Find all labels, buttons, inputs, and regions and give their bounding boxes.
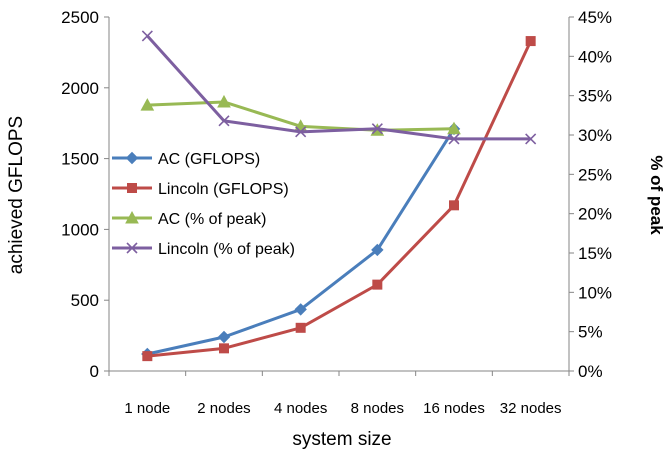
y2-tick-label: 45%	[578, 8, 612, 27]
data-point-x	[218, 115, 230, 127]
y2-tick-label: 30%	[578, 126, 612, 145]
x-axis-title: system size	[292, 429, 391, 450]
data-point-x	[141, 30, 153, 42]
data-point-x-stroke	[218, 115, 230, 127]
data-point-diamond	[294, 303, 307, 316]
x-tick-label: 8 nodes	[351, 400, 404, 417]
data-point-x-stroke	[371, 123, 383, 135]
y-tick-label: 0	[90, 362, 99, 381]
data-point-triangle	[140, 98, 155, 111]
x-tick-label: 32 nodes	[500, 400, 562, 417]
data-point-x	[448, 133, 460, 145]
y-tick-label: 500	[71, 291, 99, 310]
series-3	[141, 30, 537, 145]
data-point-diamond	[125, 151, 139, 165]
legend-item: AC (GFLOPS)	[112, 151, 260, 168]
y2-tick-label: 0%	[578, 362, 603, 381]
data-point-x-stroke	[141, 30, 153, 42]
data-point-x	[525, 133, 537, 145]
y2-tick-label: 5%	[578, 323, 603, 342]
data-point-triangle	[217, 94, 231, 108]
data-point-square	[449, 200, 459, 211]
series-layer	[140, 30, 537, 362]
data-point-square	[295, 322, 306, 333]
legend-item: Lincoln (GFLOPS)	[112, 181, 289, 198]
legend: AC (GFLOPS) Lincoln (GFLOPS) AC (% of peak…	[112, 151, 295, 258]
legend-label: Lincoln (% of peak)	[158, 241, 295, 258]
series-line	[147, 40, 533, 358]
data-point-square	[525, 36, 536, 47]
legend-label: AC (% of peak)	[158, 211, 266, 228]
data-point-x	[126, 242, 138, 254]
legend-label: AC (GFLOPS)	[158, 151, 260, 168]
y2-tick-label: 15%	[578, 244, 612, 263]
data-point-x-stroke	[448, 133, 460, 145]
y-tick-label: 2000	[61, 79, 99, 98]
data-point-triangle	[125, 210, 139, 224]
x-tick-label: 4 nodes	[274, 400, 327, 417]
y2-tick-label: 10%	[578, 283, 612, 302]
legend-item: Lincoln (% of peak)	[112, 241, 295, 258]
y-tick-label: 1000	[61, 220, 99, 239]
data-point-diamond	[371, 243, 384, 257]
data-point-square	[127, 183, 137, 193]
y-tick-label: 2500	[61, 8, 99, 27]
x-tick-label: 1 node	[124, 400, 170, 417]
data-point-square	[142, 351, 153, 362]
data-point-square	[219, 343, 229, 354]
x-tick-label: 16 nodes	[423, 400, 485, 417]
data-point-x-stroke	[126, 242, 138, 254]
data-point-square	[372, 279, 383, 290]
y2-axis-title: % of peak	[647, 155, 666, 235]
y-tick-label: 1500	[61, 150, 99, 169]
series-1	[142, 36, 536, 362]
axes: 0 500 1000 1500 2000 2500 0% 5% 10% 15% 20% 25% 30% 3…	[61, 8, 612, 417]
data-point-x-stroke	[295, 126, 307, 138]
x-tick-label: 2 nodes	[197, 400, 250, 417]
data-point-triangle	[447, 121, 461, 135]
legend-item: AC (% of peak)	[112, 210, 266, 228]
series-line	[146, 34, 531, 141]
series-2	[140, 94, 461, 136]
y2-tick-label: 25%	[578, 165, 612, 184]
y2-tick-label: 20%	[578, 205, 612, 224]
data-point-x	[295, 126, 307, 138]
y2-tick-label: 40%	[578, 47, 612, 66]
data-point-x	[371, 123, 383, 135]
data-point-x-stroke	[525, 133, 537, 145]
data-point-diamond	[217, 330, 231, 344]
y-axis-title: achieved GFLOPS	[6, 116, 27, 274]
y2-tick-label: 35%	[578, 87, 612, 106]
legend-label: Lincoln (GFLOPS)	[158, 181, 289, 198]
